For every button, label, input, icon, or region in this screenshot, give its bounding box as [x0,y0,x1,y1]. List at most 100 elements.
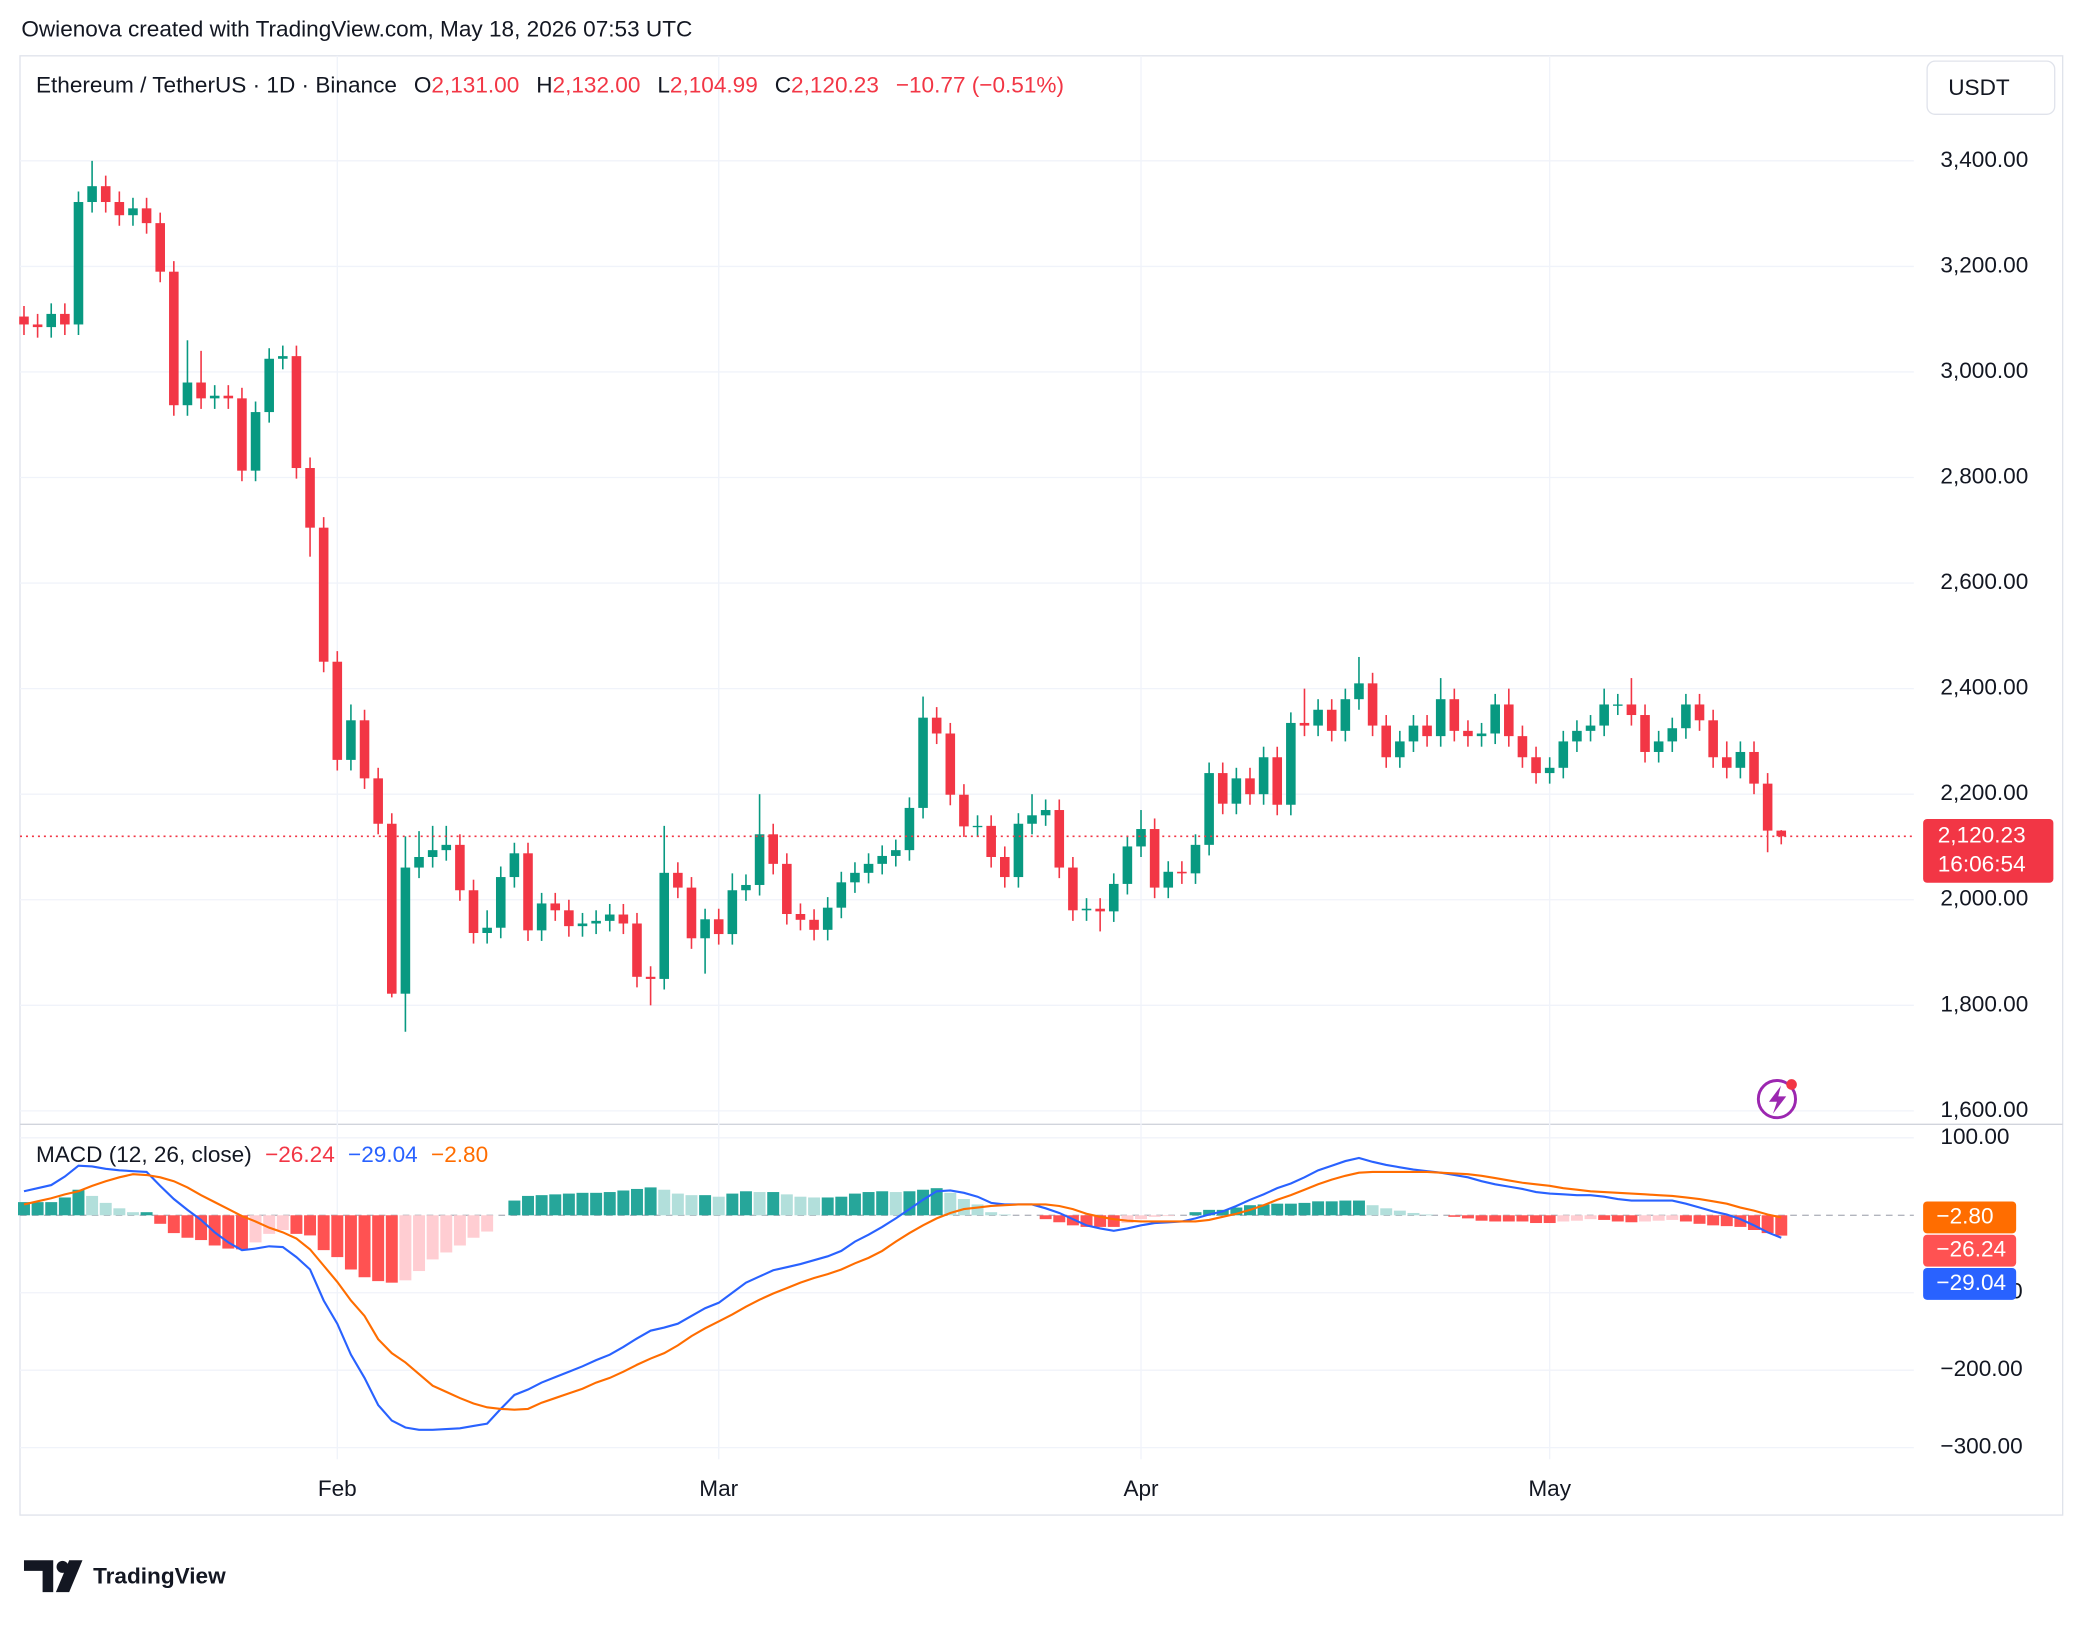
candle-body [959,794,969,827]
ohlc-label: L [657,72,670,97]
histogram-bar [263,1215,276,1234]
candle-body [128,208,138,216]
candle-body [645,976,656,979]
y-tick-label: 1,800.00 [1940,991,2028,1016]
histogram-bar [58,1197,71,1216]
candle-body [972,825,983,828]
candle-body [32,324,43,328]
histogram-bar [685,1195,698,1216]
histogram-bar [304,1215,317,1236]
candle-body [918,717,928,808]
candle-body [809,919,819,930]
candle-body [1517,736,1528,758]
y-tick-label: 100.00 [1940,1124,2009,1149]
histogram-bar [522,1195,534,1216]
histogram-bar [1516,1215,1529,1222]
candle-body [1585,725,1596,731]
candle-body [250,412,261,471]
histogram-bar [1393,1210,1406,1216]
histogram-bar [1162,1215,1175,1217]
candle-body [877,855,887,864]
histogram-bar [985,1212,998,1216]
histogram-bar [930,1188,943,1216]
y-tick-label: −300.00 [1940,1434,2022,1459]
histogram-bar [222,1215,235,1249]
ohlc-label: H [536,72,552,97]
candle-body [1027,815,1037,824]
candle-body [1381,725,1391,758]
histogram-bar [154,1215,167,1224]
candle-body [741,884,751,891]
ohlc-label: C [775,72,791,97]
candle-body [1068,867,1078,911]
candle-body [1149,829,1160,888]
candle-body [1708,720,1718,758]
candle-body [346,720,356,760]
histogram-bar [889,1192,902,1216]
currency-button[interactable] [1926,60,2056,115]
symbol-legend: Ethereum / TetherUS · 1D · Binance O2,13… [36,72,1064,97]
histogram-bar [1693,1215,1706,1224]
histogram-bar [276,1215,289,1230]
histogram-bar [1284,1203,1297,1216]
histogram-bar [549,1194,562,1216]
candle-body [1626,704,1637,716]
candle-body [1122,846,1133,884]
candle-body [1408,725,1419,742]
candle-body [1613,704,1623,706]
histogram-bar [576,1192,589,1216]
histogram-bar [399,1215,412,1281]
histogram-bar [1039,1215,1052,1220]
histogram-bar [699,1195,712,1216]
histogram-bar [726,1193,739,1216]
ohlc-value: 2,132.00 [553,72,641,97]
histogram-bar [18,1202,30,1216]
brand-logo: TradingView [23,1560,226,1593]
candle-body [87,186,97,203]
candle-body [141,208,152,224]
y-tick-label: 2,200.00 [1940,780,2028,805]
value-badge-label: −26.24 [1936,1237,2006,1262]
y-tick-label: 1,600.00 [1940,1097,2028,1122]
histogram-bar [453,1215,466,1246]
histogram-bar [1489,1215,1502,1222]
candle-body [850,872,860,883]
y-tick-label: 2,800.00 [1940,463,2028,488]
candle-body [455,844,465,891]
histogram-bar [1448,1215,1461,1217]
candle-body [795,914,806,920]
candle-body [659,872,670,979]
histogram-bar [862,1192,875,1216]
histogram-bar [1475,1215,1488,1221]
candle-body [1721,757,1732,768]
legend-value: −2.80 [431,1142,488,1167]
candle-body [100,186,111,203]
candle-body [577,923,588,927]
histogram-bar [590,1192,603,1216]
grid [19,55,1914,1460]
alert-bolt[interactable] [1768,1085,1787,1114]
value-badge [1923,1267,2017,1300]
histogram-bar [1775,1215,1788,1236]
histogram-bar [45,1202,58,1216]
x-tick-label: Feb [318,1476,357,1501]
candle-body [945,733,956,795]
histogram-bar [780,1194,793,1216]
candle-body [441,844,452,851]
histogram-bar [195,1215,208,1241]
candle-body [1326,709,1337,731]
alert-dot [1786,1079,1797,1090]
histogram-bar [1679,1215,1692,1222]
candle-body [1245,778,1255,795]
legend-value: −26.24 [265,1142,335,1167]
histogram-bar [1652,1215,1665,1221]
candle-body [550,903,561,911]
candle-body [468,890,479,934]
alert-icon[interactable] [1756,1079,1798,1120]
candle-body [1531,757,1541,774]
value-badge [1923,1234,2017,1267]
currency[interactable]: USDT [1948,75,2010,100]
histogram-bar [1053,1215,1066,1223]
histogram-bar [1584,1215,1597,1220]
